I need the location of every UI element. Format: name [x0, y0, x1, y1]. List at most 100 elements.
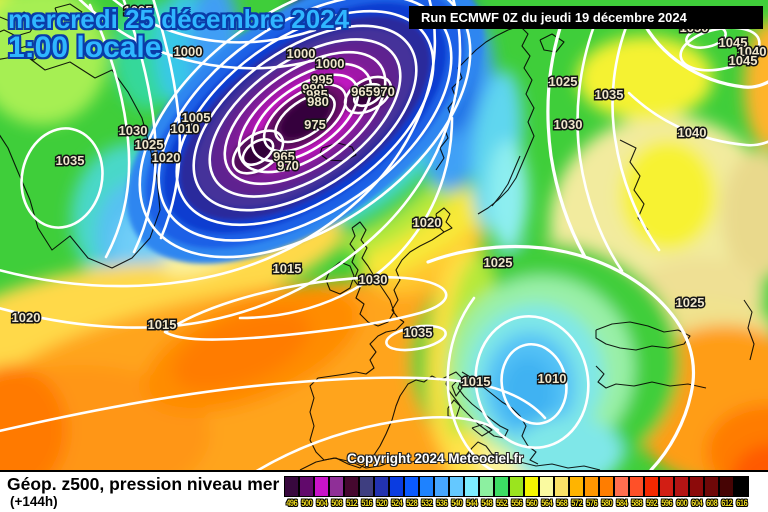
scale-cell: 560	[523, 476, 539, 508]
pressure-label: 1045	[719, 35, 748, 50]
pressure-label: 1020	[12, 310, 41, 325]
scale-color-box	[538, 476, 554, 497]
pressure-label: 1040	[738, 44, 767, 59]
pressure-label: 1005	[182, 110, 211, 125]
pressure-label: 1035	[404, 325, 433, 340]
pressure-label: 1025	[676, 295, 705, 310]
pressure-label: 1025	[484, 255, 513, 270]
scale-cell: 516	[358, 476, 374, 508]
scale-value: 528	[405, 498, 418, 508]
isobars	[0, 0, 768, 470]
pressure-label: 970	[373, 84, 395, 99]
scale-value: 544	[465, 498, 478, 508]
scale-color-box	[463, 476, 479, 497]
scale-value: 568	[555, 498, 568, 508]
scale-color-box	[643, 476, 659, 497]
pressure-label: 1000	[174, 44, 203, 59]
scale-color-box	[298, 476, 314, 497]
model-run-info: Run ECMWF 0Z du jeudi 19 décembre 2024	[409, 6, 763, 29]
pressure-label: 1010	[538, 371, 567, 386]
pressure-label: 990	[302, 81, 324, 96]
scale-value: 500	[300, 498, 313, 508]
color-scale: 496 500 504 508 512 516 520 524 528 532 536 540 544 5…	[284, 476, 749, 508]
scale-color-box	[508, 476, 524, 497]
scale-cell: 608	[703, 476, 719, 508]
pressure-label: 980	[307, 94, 329, 109]
scale-cell: 556	[508, 476, 524, 508]
pressure-label: 1035	[595, 87, 624, 102]
map-local-time: 1:00 locale	[8, 30, 162, 64]
scale-value: 548	[480, 498, 493, 508]
scale-value: 536	[435, 498, 448, 508]
scale-color-box	[568, 476, 584, 497]
scale-cell: 508	[328, 476, 344, 508]
scale-cell: 548	[478, 476, 494, 508]
map-date: mercredi 25 décembre 2024	[8, 4, 350, 34]
scale-color-box	[628, 476, 644, 497]
pressure-label: 1005	[124, 3, 153, 18]
scale-value: 504	[315, 498, 328, 508]
scale-value: 584	[615, 498, 628, 508]
scale-value: 560	[525, 498, 538, 508]
scale-value: 532	[420, 498, 433, 508]
scale-cell: 528	[403, 476, 419, 508]
geopotential-field	[0, 0, 768, 470]
scale-color-box	[478, 476, 494, 497]
scale-cell: 520	[373, 476, 389, 508]
scale-color-box	[284, 476, 299, 497]
scale-value: 580	[600, 498, 613, 508]
pressure-label: 1025	[549, 74, 578, 89]
scale-cell: 612	[718, 476, 734, 508]
scale-cell: 604	[688, 476, 704, 508]
scale-value: 524	[390, 498, 403, 508]
scale-value: 572	[570, 498, 583, 508]
pressure-label: 1015	[273, 261, 302, 276]
scale-cell: 504	[313, 476, 329, 508]
scale-cell: 532	[418, 476, 434, 508]
pressure-label: 1020	[413, 215, 442, 230]
scale-value: 608	[705, 498, 718, 508]
copyright-text: Copyright 2024 Meteociel.fr	[347, 451, 524, 466]
pressure-label: 1030	[119, 123, 148, 138]
scale-cell: 580	[598, 476, 614, 508]
scale-cell: 500	[298, 476, 314, 508]
scale-color-box	[403, 476, 419, 497]
scale-color-box	[733, 476, 749, 497]
scale-cell: 564	[538, 476, 554, 508]
scale-value: 564	[540, 498, 553, 508]
scale-color-box	[358, 476, 374, 497]
scale-cell: 576	[583, 476, 599, 508]
pressure-label: 1040	[678, 125, 707, 140]
scale-cell: 584	[613, 476, 629, 508]
forecast-hour: (+144h)	[10, 494, 58, 509]
scale-cell: 512	[343, 476, 359, 508]
scale-color-box	[373, 476, 389, 497]
scale-color-box	[418, 476, 434, 497]
scale-color-box	[658, 476, 674, 497]
legend-bar: Géop. z500, pression niveau mer (+144h) …	[0, 470, 768, 512]
scale-cell: 552	[493, 476, 509, 508]
scale-color-box	[613, 476, 629, 497]
scale-color-box	[553, 476, 569, 497]
scale-cell: 600	[673, 476, 689, 508]
pressure-label: 975	[304, 117, 326, 132]
scale-cell: 544	[463, 476, 479, 508]
scale-cell: 596	[658, 476, 674, 508]
pressure-label: 1025	[135, 137, 164, 152]
scale-value: 604	[690, 498, 703, 508]
scale-cell: 540	[448, 476, 464, 508]
scale-color-box	[343, 476, 359, 497]
pressure-label: 1010	[171, 121, 200, 136]
pressure-label: 1015	[462, 374, 491, 389]
scale-color-box	[493, 476, 509, 497]
pressure-label: 1000	[316, 56, 345, 71]
pressure-label: 995	[311, 72, 333, 87]
scale-color-box	[523, 476, 539, 497]
scale-value: 596	[660, 498, 673, 508]
scale-value: 556	[510, 498, 523, 508]
pressure-label: 965	[273, 149, 295, 164]
scale-value: 508	[330, 498, 343, 508]
pressure-label: 1030	[554, 117, 583, 132]
scale-cell: 588	[628, 476, 644, 508]
